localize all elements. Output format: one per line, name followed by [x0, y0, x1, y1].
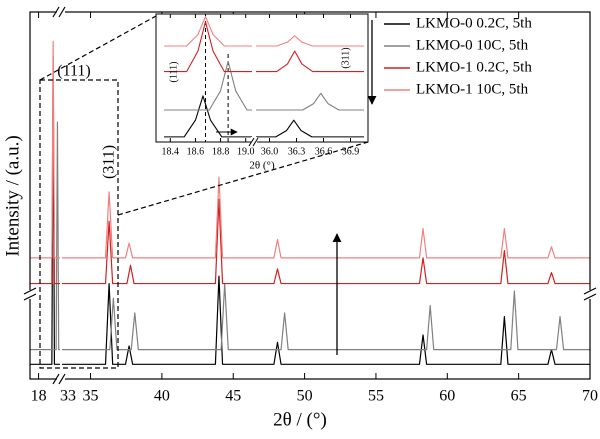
- x-tick-label: 19.0: [237, 146, 255, 157]
- x-tick-label: 50: [297, 388, 313, 405]
- x-tick-label: 36.6: [315, 146, 333, 157]
- y-axis-title: Intensity / (a.u.): [2, 135, 23, 256]
- x-tick-label: 45: [225, 388, 241, 405]
- x-tick-label: 40: [154, 388, 170, 405]
- x-tick-label: 35: [83, 388, 99, 405]
- zoom-box: [39, 15, 369, 369]
- plot-frame: [29, 11, 591, 380]
- legend-label: LKMO-1 0.2C, 5th: [416, 59, 532, 75]
- legend-label: LKMO-0 10C, 5th: [416, 37, 529, 53]
- x-tick-label: 36.9: [342, 146, 360, 157]
- inset-peak-label: (111): [168, 62, 179, 83]
- x-tick-label: 18.8: [212, 146, 230, 157]
- peak-label: (111): [57, 63, 90, 80]
- x-tick-label: 18: [31, 388, 47, 405]
- peak-label: (311): [101, 145, 118, 179]
- x-tick-label: 33: [60, 388, 76, 405]
- series-line: [164, 16, 364, 47]
- x-tick-label: 60: [439, 388, 455, 405]
- x-tick-label: 55: [368, 388, 384, 405]
- legend-label: LKMO-0 0.2C, 5th: [416, 15, 532, 31]
- inset-peak-label: (311): [340, 47, 351, 68]
- inset-break: [248, 137, 259, 147]
- inset-plot: 18.4 18.6 18.8 19.0 36.0 36.3 36.6 36.9: [156, 14, 368, 157]
- series-line: [164, 21, 364, 73]
- axis-breaks: [23, 6, 597, 385]
- legend-label: LKMO-1 10C, 5th: [416, 81, 529, 97]
- x-tick-label: 65: [511, 388, 527, 405]
- x-tick-label: 18.6: [187, 146, 205, 157]
- main-plot: 18 33 35 40 45 50 55 60 65 70: [30, 12, 598, 405]
- legend: LKMO-0 0.2C, 5th LKMO-0 10C, 5th LKMO-1 0.…: [384, 15, 532, 97]
- series-line: [30, 121, 590, 351]
- x-tick-label: 70: [582, 388, 598, 405]
- x-tick-label: 36.3: [288, 146, 306, 157]
- x-axis-title: 2θ / (°): [273, 409, 327, 430]
- inset-x-title: 2θ (°): [249, 160, 275, 172]
- series-line: [164, 60, 364, 111]
- x-tick-label: 36.0: [261, 146, 279, 157]
- x-tick-label: 18.4: [162, 146, 180, 157]
- series-line: [30, 40, 590, 259]
- inset-frame: [155, 13, 369, 143]
- series-line: [164, 95, 364, 138]
